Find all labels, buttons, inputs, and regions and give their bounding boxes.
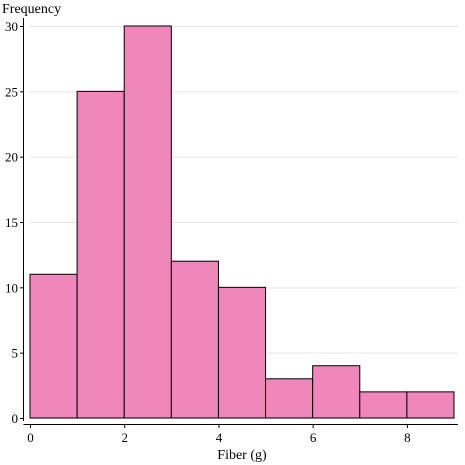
histogram-bar-4 bbox=[170, 260, 219, 419]
histogram-bar-5 bbox=[217, 286, 267, 419]
y-axis-ticks: 0 5 10 15 20 25 30 bbox=[5, 19, 24, 426]
histogram-bar-1 bbox=[29, 273, 78, 419]
x-tick-label: 6 bbox=[310, 430, 317, 445]
y-tick-label: 5 bbox=[12, 346, 19, 361]
x-tick-label: 2 bbox=[121, 430, 128, 445]
x-axis-ticks: 0 2 4 6 8 bbox=[27, 424, 411, 445]
histogram-bar-3 bbox=[123, 25, 172, 419]
histogram-bars bbox=[29, 25, 455, 419]
y-tick-label: 20 bbox=[5, 150, 18, 165]
y-tick-label: 30 bbox=[5, 19, 18, 34]
histogram-bar-7 bbox=[312, 365, 361, 419]
histogram-bar-2 bbox=[76, 90, 125, 419]
x-axis-title: Fiber (g) bbox=[217, 448, 267, 463]
axes bbox=[23, 18, 458, 425]
y-tick-label: 10 bbox=[5, 280, 18, 295]
x-tick-label: 4 bbox=[216, 430, 223, 445]
y-tick-label: 15 bbox=[5, 215, 18, 230]
histogram-bar-8 bbox=[359, 391, 408, 419]
y-tick-label: 0 bbox=[12, 411, 19, 426]
x-tick-label: 8 bbox=[404, 430, 411, 445]
y-axis-title: Frequency bbox=[2, 2, 61, 17]
histogram-bar-6 bbox=[265, 378, 314, 419]
x-tick-label: 0 bbox=[27, 430, 34, 445]
histogram-bar-9 bbox=[406, 391, 455, 419]
y-tick-label: 25 bbox=[5, 84, 18, 99]
